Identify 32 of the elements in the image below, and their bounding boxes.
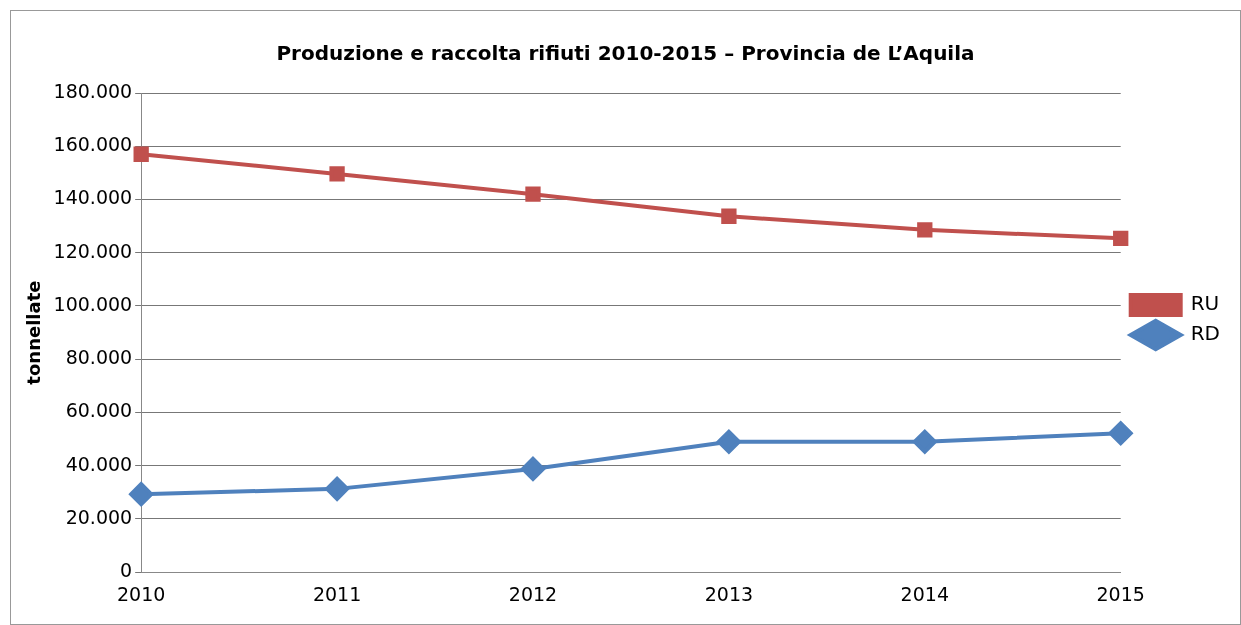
y-tick-label: 60.000	[65, 399, 133, 422]
y-tick-label: 100.000	[53, 292, 133, 315]
y-tick-label: 120.000	[53, 239, 133, 262]
x-tick-label: 2013	[704, 582, 754, 605]
x-tick-label: 2010	[116, 582, 166, 605]
x-tick-label: 2012	[508, 582, 558, 605]
legend-label: RD	[1190, 321, 1220, 346]
point	[133, 146, 149, 162]
x-tick-label: 2014	[900, 582, 949, 605]
x-tick-label: 2015	[1096, 582, 1145, 605]
y-tick-label: 140.000	[53, 186, 133, 209]
point	[1108, 421, 1133, 446]
y-axis-title: tonnellate	[23, 280, 45, 385]
y-tick-label: 0	[120, 559, 133, 582]
point	[525, 186, 541, 202]
point	[325, 476, 350, 501]
y-tick-label: 80.000	[65, 346, 133, 369]
point	[716, 429, 741, 454]
legend-label: RU	[1190, 291, 1220, 316]
point	[129, 482, 154, 507]
y-tick-label: 20.000	[65, 505, 133, 528]
y-tick-label: 40.000	[65, 452, 133, 475]
x-tick-label: 2011	[312, 582, 362, 605]
y-tick-label: 160.000	[53, 133, 133, 156]
point	[721, 208, 737, 224]
point	[917, 222, 933, 238]
point	[1113, 230, 1129, 247]
point	[520, 456, 545, 481]
y-tick-label: 180.000	[53, 79, 133, 102]
point	[912, 429, 937, 454]
point	[329, 166, 345, 182]
chart-title: Produzione e raccolta rifiuti 2010-2015 – Provincia de L’Aquila	[276, 41, 975, 66]
